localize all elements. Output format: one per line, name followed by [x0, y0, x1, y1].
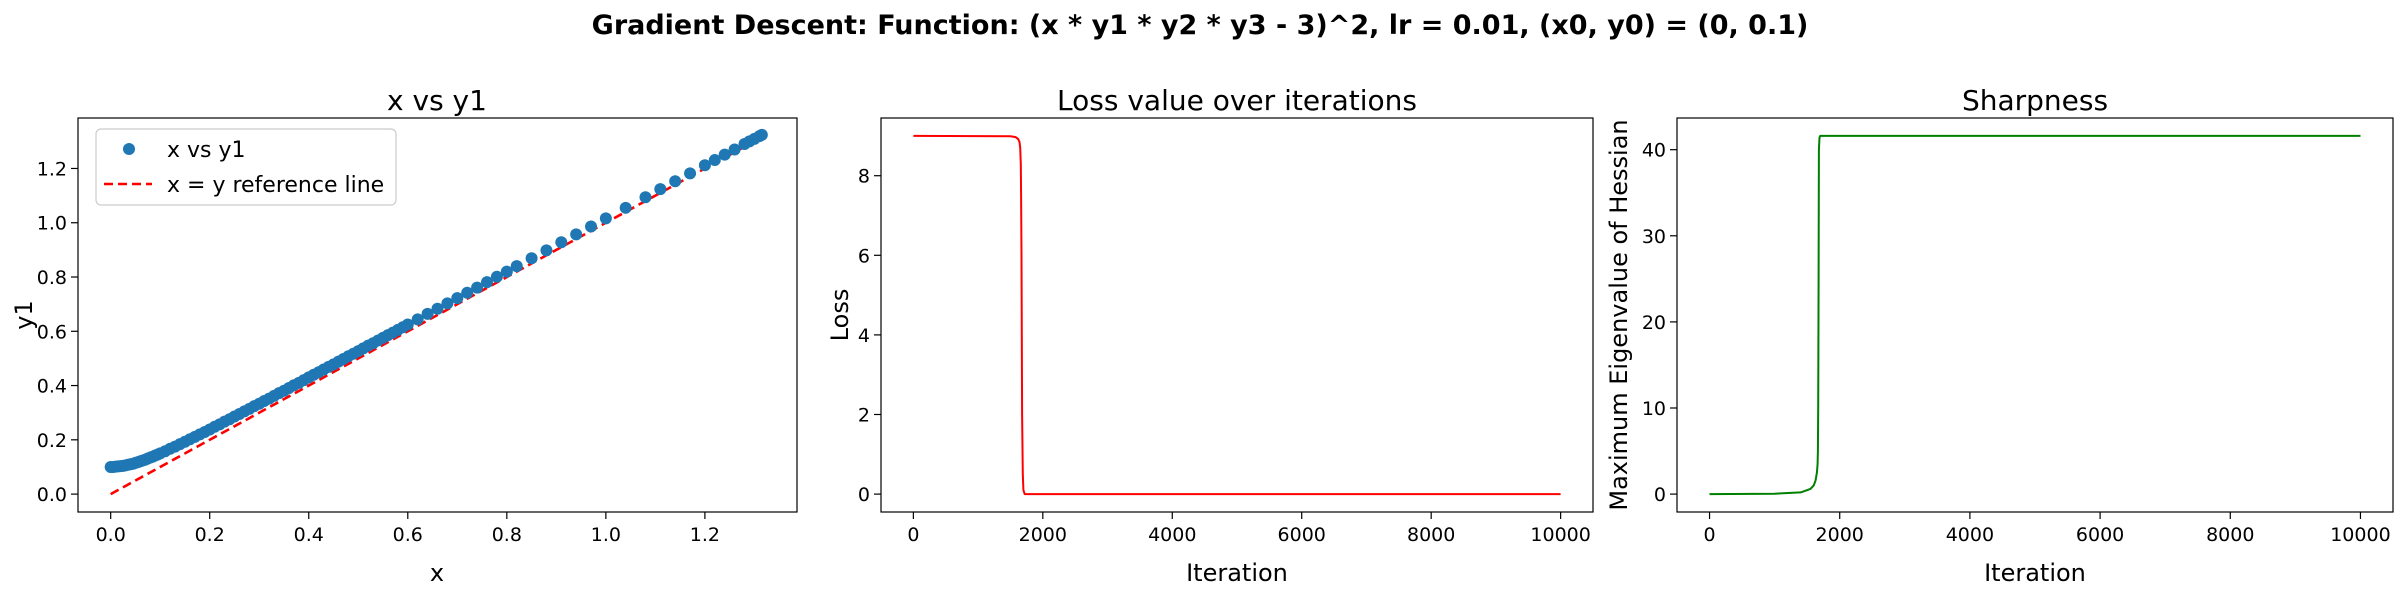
y-tick-label: 10	[1642, 398, 1666, 420]
y-tick-label: 1.2	[37, 158, 67, 180]
scatter-point	[525, 252, 538, 265]
scatter-point	[500, 265, 513, 278]
scatter-point	[654, 183, 667, 196]
x-axis-label-loss: Iteration	[1186, 559, 1288, 587]
x-tick-label: 0.6	[393, 524, 423, 546]
x-tick-label: 0.4	[294, 524, 324, 546]
marks-x-vs-y1	[104, 128, 768, 496]
marks-loss	[913, 134, 1561, 496]
legend-x-vs-y1: x vs y1 x = y reference line	[95, 128, 397, 206]
figure-suptitle: Gradient Descent: Function: (x * y1 * y2…	[592, 10, 1809, 41]
scatter-point	[421, 307, 434, 320]
scatter-point	[555, 236, 568, 249]
scatter-point	[585, 220, 598, 233]
x-tick-label: 1.0	[591, 524, 621, 546]
y-tick-label: 6	[858, 245, 870, 267]
x-tick-label: 4000	[1946, 524, 1994, 546]
panel-sharpness: Sharpness Iteration Maximum Eigenvalue o…	[1605, 84, 2394, 587]
y-axis-label-loss: Loss	[826, 289, 854, 342]
scatter-point	[669, 175, 682, 188]
x-tick-label: 0.8	[492, 524, 522, 546]
scatter-point	[401, 318, 414, 331]
y-tick-label: 0.0	[37, 484, 67, 506]
scatter-point	[540, 244, 553, 257]
y-tick-label: 0.6	[37, 321, 67, 343]
scatter-point	[431, 302, 444, 315]
x-tick-label: 6000	[1278, 524, 1326, 546]
legend-label-reference-line: x = y reference line	[167, 173, 384, 198]
y-tick-label: 0	[858, 484, 870, 506]
y-tick-label: 40	[1642, 140, 1666, 162]
panel-title-x-vs-y1: x vs y1	[387, 84, 487, 117]
scatter-point	[698, 159, 711, 172]
scatter-point	[728, 143, 741, 156]
x-tick-label: 2000	[1019, 524, 1067, 546]
scatter-point	[639, 191, 652, 204]
x-axis-label-x-vs-y1: x	[430, 559, 444, 587]
x-tick-label: 10000	[1530, 524, 1590, 546]
panel-x-vs-y1: x vs y1 x y1 0.0 0.2 0.4 0.6 0.8 1.0 1.2 0.0 0.2…	[10, 84, 798, 587]
scatter-point	[441, 297, 454, 310]
x-tick-label: 0.2	[195, 524, 225, 546]
legend-frame	[95, 128, 397, 206]
scatter-point	[451, 292, 464, 305]
y-tick-label: 0.4	[37, 376, 67, 398]
scatter-point	[471, 281, 484, 294]
scatter-point	[510, 260, 523, 273]
x-tick-label: 8000	[2206, 524, 2254, 546]
y-tick-label: 1.0	[37, 213, 67, 235]
scatter-point	[684, 167, 697, 180]
scatter-point	[411, 313, 424, 326]
plot-area-sharpness	[1676, 117, 2394, 513]
panel-loss: Loss value over iterations Iteration Los…	[826, 84, 1594, 587]
ticks-x-vs-y1: 0.0 0.2 0.4 0.6 0.8 1.0 1.2 0.0 0.2 0.4 0.6 0.8 1.0 1…	[37, 158, 720, 546]
x-tick-label: 0	[1703, 524, 1715, 546]
y-tick-label: 0.8	[37, 267, 67, 289]
reference-line-series	[110, 134, 765, 496]
panel-title-sharpness: Sharpness	[1962, 84, 2108, 117]
x-tick-label: 10000	[2330, 524, 2390, 546]
legend-label-scatter: x vs y1	[167, 138, 246, 163]
ticks-loss: 0 2000 4000 6000 8000 10000 0 2 4 6 8	[858, 166, 1591, 546]
series-line-loss	[913, 134, 1561, 496]
scatter-point	[461, 286, 474, 299]
y-tick-label: 2	[858, 404, 870, 426]
y-tick-label: 0.2	[37, 430, 67, 452]
y-tick-label: 8	[858, 166, 870, 188]
y-tick-label: 30	[1642, 226, 1666, 248]
scatter-point	[718, 148, 731, 161]
y-axis-label-x-vs-y1: y1	[10, 300, 38, 329]
series-line-sharpness	[1709, 134, 2361, 496]
legend-marker-scatter	[123, 143, 135, 155]
x-tick-label: 4000	[1148, 524, 1196, 546]
y-tick-label: 20	[1642, 312, 1666, 334]
x-tick-label: 0.0	[96, 524, 126, 546]
x-axis-label-sharpness: Iteration	[1984, 559, 2086, 587]
panel-title-loss: Loss value over iterations	[1057, 84, 1417, 117]
ticks-sharpness: 0 2000 4000 6000 8000 10000 0 10 20 30 40	[1642, 140, 2391, 546]
scatter-point	[619, 201, 632, 214]
scatter-point	[755, 128, 768, 141]
y-axis-label-sharpness: Maximum Eigenvalue of Hessian	[1605, 119, 1633, 510]
scatter-point	[481, 276, 494, 289]
x-tick-label: 6000	[2076, 524, 2124, 546]
x-tick-label: 2000	[1816, 524, 1864, 546]
y-tick-label: 0	[1654, 484, 1666, 506]
x-tick-label: 0	[907, 524, 919, 546]
scatter-point	[490, 270, 503, 283]
marks-sharpness	[1709, 134, 2361, 496]
scatter-point	[599, 212, 612, 225]
y-tick-label: 4	[858, 325, 870, 347]
scatter-point	[570, 228, 583, 241]
scatter-point	[708, 154, 721, 167]
x-tick-label: 1.2	[690, 524, 720, 546]
plot-area-loss	[880, 117, 1594, 513]
x-tick-label: 8000	[1407, 524, 1455, 546]
